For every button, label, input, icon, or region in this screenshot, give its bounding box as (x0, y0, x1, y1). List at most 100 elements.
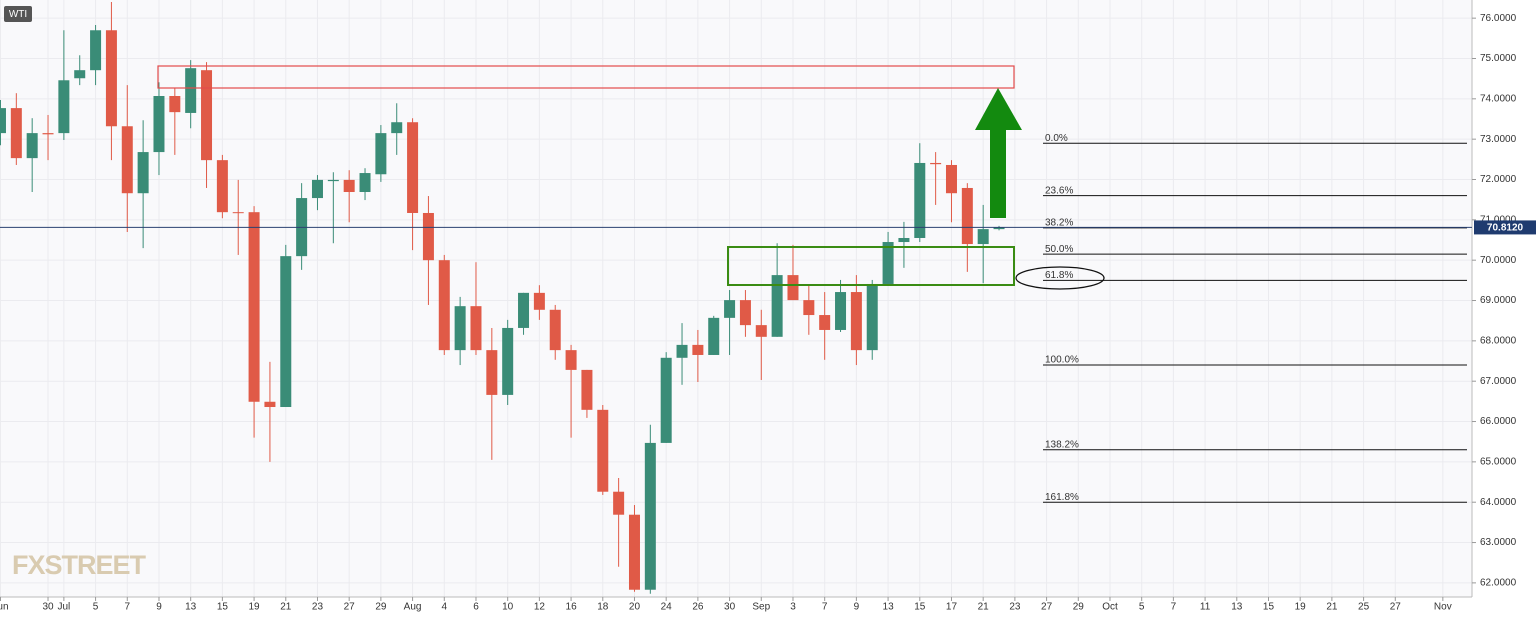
candle-body (961, 187, 973, 245)
candle-body (708, 317, 720, 355)
x-tick-label: Oct (1102, 602, 1118, 613)
y-tick-label: 69.0000 (1480, 295, 1517, 306)
candle-body (486, 350, 498, 395)
y-tick-label: 62.0000 (1480, 578, 1517, 589)
candle-body (248, 212, 260, 402)
candle-body (454, 306, 466, 351)
y-tick-label: 75.0000 (1480, 53, 1517, 64)
x-tick-label: 21 (978, 602, 990, 613)
x-tick-label: 7 (1171, 602, 1177, 613)
candle-body (898, 237, 910, 243)
candle-body (502, 327, 514, 395)
candle-body (90, 30, 102, 71)
candle-body (787, 275, 799, 301)
y-tick-label: 72.0000 (1480, 174, 1517, 185)
candle-body (153, 96, 165, 153)
candle-body (26, 133, 38, 159)
x-tick-label: 30 (42, 602, 54, 613)
symbol: WTI (9, 9, 27, 20)
x-tick-label: 4 (441, 602, 447, 613)
candle-body (327, 179, 339, 182)
x-tick-label: 6 (473, 602, 479, 613)
candle-body (613, 491, 625, 515)
fib-highlight (1015, 266, 1105, 290)
candle-body (518, 292, 530, 328)
candle-body (438, 260, 450, 351)
x-tick-label: 25 (1358, 602, 1370, 613)
x-tick-label: 9 (156, 602, 162, 613)
x-tick-label: 13 (1231, 602, 1243, 613)
candle-body (74, 70, 86, 79)
x-tick-label: 21 (280, 602, 292, 613)
last-price-box (1474, 220, 1536, 235)
candle-body (58, 80, 70, 134)
candle-body (914, 162, 926, 238)
candle-body (280, 256, 292, 408)
y-tick-label: 64.0000 (1480, 497, 1517, 508)
candle-body (660, 357, 672, 443)
x-tick-label: 5 (93, 602, 99, 613)
candle-body (819, 315, 831, 330)
grid (0, 0, 1472, 597)
x-tick-label: 23 (312, 602, 324, 613)
candle-body (121, 126, 133, 194)
candle-body (311, 179, 323, 199)
support-zone (727, 246, 1015, 286)
fib-label: 161.8% (1045, 492, 1079, 503)
y-tick-label: 76.0000 (1480, 13, 1517, 24)
candle-body (42, 133, 54, 135)
x-tick-label: 20 (629, 602, 641, 613)
plot-background (0, 0, 1472, 597)
candle-body (565, 350, 577, 370)
fib-label: 0.0% (1045, 133, 1068, 144)
x-tick-label: 7 (124, 602, 130, 613)
candle-body (137, 152, 149, 194)
watermark: FXSTREET (12, 550, 147, 580)
x-tick-label: 3 (790, 602, 796, 613)
x-tick-label: 19 (249, 602, 261, 613)
fib-label: 38.2% (1045, 218, 1073, 229)
y-tick-label: 73.0000 (1480, 134, 1517, 145)
x-tick-label: 21 (1326, 602, 1338, 613)
x-tick-label: 29 (1073, 602, 1085, 613)
candle-body (581, 369, 593, 410)
candle-body (216, 160, 228, 213)
resistance-zone (157, 65, 1015, 89)
fib-label: 138.2% (1045, 439, 1079, 450)
candle-body (930, 162, 942, 165)
candle-body (470, 306, 482, 351)
x-tick-label: 19 (1295, 602, 1307, 613)
x-tick-label: 7 (822, 602, 828, 613)
y-tick-label: 66.0000 (1480, 416, 1517, 427)
y-tick-label: 70.0000 (1480, 255, 1517, 266)
candle-body (375, 133, 387, 175)
candle-body (169, 96, 181, 113)
candle-body (185, 68, 197, 113)
x-tick-label: 15 (914, 602, 926, 613)
x-tick-label: 18 (597, 602, 609, 613)
fib-label: 50.0% (1045, 244, 1073, 255)
x-tick-label: 15 (1263, 602, 1275, 613)
fib-label: 23.6% (1045, 185, 1073, 196)
y-tick-label: 65.0000 (1480, 457, 1517, 468)
x-tick-label: 16 (566, 602, 578, 613)
x-tick-label: Aug (404, 602, 422, 613)
candle-body (692, 344, 704, 355)
x-tick-label: 29 (375, 602, 387, 613)
candle-body (644, 442, 656, 590)
candle-body (549, 309, 561, 351)
x-tick-label: 17 (946, 602, 958, 613)
x-tick-label: 9 (854, 602, 860, 613)
x-tick-label: 27 (344, 602, 356, 613)
candle-body (422, 212, 434, 261)
candle-body (201, 70, 213, 161)
x-tick-label: 27 (1390, 602, 1402, 613)
candle-body (771, 275, 783, 337)
candle-body (803, 300, 815, 316)
x-tick-label: 12 (534, 602, 546, 613)
candle-body (739, 300, 751, 326)
fib-label: 100.0% (1045, 355, 1079, 366)
candle-body (850, 292, 862, 351)
